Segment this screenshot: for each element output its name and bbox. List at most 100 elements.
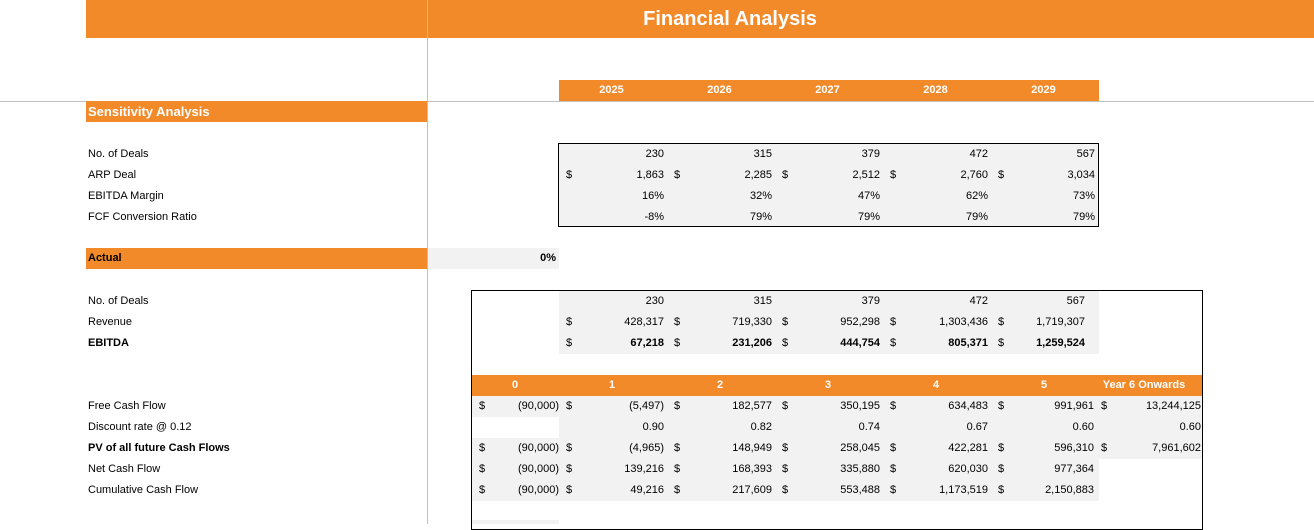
page-title: Financial Analysis	[643, 8, 817, 30]
currency-symbol: $	[674, 337, 681, 349]
sensitivity-value: 379	[861, 148, 880, 160]
cash-value: 0.74	[858, 421, 880, 433]
actual-label: Actual	[88, 252, 122, 264]
sensitivity-value: 472	[969, 148, 988, 160]
cash-value: 977,364	[1054, 463, 1094, 475]
currency-symbol: $	[782, 463, 789, 475]
sensitivity-value: 16%	[641, 190, 664, 202]
currency-symbol: $	[998, 484, 1005, 496]
cash-value: 0.82	[750, 421, 772, 433]
currency-symbol: $	[566, 316, 573, 328]
ops-value: 67,218	[630, 337, 664, 349]
cash-label: Discount rate @ 0.12	[88, 421, 192, 433]
cash-value: 258,045	[840, 442, 880, 454]
year-label: 2027	[815, 84, 840, 96]
sensitivity-value: 62%	[965, 190, 988, 202]
currency-symbol: $	[998, 316, 1005, 328]
actual-bar	[86, 248, 427, 269]
cash-value: 422,281	[948, 442, 988, 454]
actual-value-cell	[428, 248, 559, 269]
ops-value: 719,330	[732, 316, 772, 328]
cash-shade	[472, 396, 1202, 501]
ops-shade	[559, 291, 1099, 354]
year-label: 2025	[599, 84, 624, 96]
sensitivity-value: 79%	[857, 211, 880, 223]
cash-value: (90,000)	[518, 442, 559, 454]
currency-symbol: $	[890, 484, 897, 496]
currency-symbol: $	[998, 463, 1005, 475]
cash-value: 1,173,519	[939, 484, 988, 496]
period-label: Year 6 Onwards	[1102, 379, 1186, 391]
ops-value: 567	[1066, 295, 1085, 307]
cash-value: 217,609	[732, 484, 772, 496]
cash-label: Net Cash Flow	[88, 463, 161, 475]
ops-value: 805,371	[948, 337, 988, 349]
period-label: 2	[716, 379, 724, 391]
cash-value: 0.90	[642, 421, 664, 433]
sensitivity-value: 79%	[965, 211, 988, 223]
currency-symbol: $	[566, 484, 573, 496]
cash-value: 2,150,883	[1045, 484, 1094, 496]
sensitivity-heading-bar	[86, 101, 427, 122]
cash-value: 335,880	[840, 463, 880, 475]
ops-value: 1,259,524	[1036, 337, 1085, 349]
currency-symbol: $	[674, 442, 681, 454]
currency-symbol: $	[674, 169, 681, 181]
cash-value: (90,000)	[518, 463, 559, 475]
currency-symbol: $	[479, 442, 486, 454]
cash-value: 0.60	[1072, 421, 1094, 433]
row-divider	[0, 101, 1314, 102]
currency-symbol: $	[782, 316, 789, 328]
year-header-bar	[559, 80, 1099, 101]
sensitivity-value: -8%	[644, 211, 664, 223]
ops-value: 231,206	[732, 337, 772, 349]
currency-symbol: $	[566, 169, 573, 181]
period-label: 0	[511, 379, 519, 391]
currency-symbol: $	[566, 400, 573, 412]
cash-value: 182,577	[732, 400, 772, 412]
cash-value: (90,000)	[518, 484, 559, 496]
currency-symbol: $	[890, 400, 897, 412]
title-bar	[86, 0, 1314, 38]
ops-value: 1,719,307	[1036, 316, 1085, 328]
cash-value: 7,961,602	[1152, 442, 1201, 454]
cash-blank-a	[472, 417, 559, 438]
cash-value: 0.60	[1179, 421, 1201, 433]
sensitivity-value: 79%	[749, 211, 772, 223]
currency-symbol: $	[890, 169, 897, 181]
currency-symbol: $	[674, 400, 681, 412]
cash-value: (5,497)	[629, 400, 664, 412]
currency-symbol: $	[479, 484, 486, 496]
sensitivity-value: 230	[645, 148, 664, 160]
currency-symbol: $	[998, 442, 1005, 454]
currency-symbol: $	[1101, 442, 1108, 454]
sensitivity-value: 32%	[749, 190, 772, 202]
currency-symbol: $	[890, 337, 897, 349]
cash-label: PV of all future Cash Flows	[88, 442, 230, 454]
cash-value: 0.67	[966, 421, 988, 433]
currency-symbol: $	[566, 463, 573, 475]
sensitivity-label: FCF Conversion Ratio	[88, 211, 197, 223]
ops-label: EBITDA	[88, 337, 129, 349]
ops-value: 230	[645, 295, 664, 307]
ops-value: 472	[969, 295, 988, 307]
cash-value: 139,216	[624, 463, 664, 475]
currency-symbol: $	[479, 400, 486, 412]
currency-symbol: $	[890, 442, 897, 454]
ops-label: No. of Deals	[88, 295, 149, 307]
period-label: 4	[932, 379, 940, 391]
currency-symbol: $	[890, 316, 897, 328]
ops-value: 444,754	[840, 337, 880, 349]
cash-value: 148,949	[732, 442, 772, 454]
year-label: 2028	[923, 84, 948, 96]
sensitivity-value: 3,034	[1067, 169, 1095, 181]
sensitivity-value: 1,863	[636, 169, 664, 181]
currency-symbol: $	[674, 463, 681, 475]
sensitivity-label: No. of Deals	[88, 148, 149, 160]
currency-symbol: $	[479, 463, 486, 475]
cash-value: 350,195	[840, 400, 880, 412]
currency-symbol: $	[566, 442, 573, 454]
cash-value: 991,961	[1054, 400, 1094, 412]
ops-value: 1,303,436	[939, 316, 988, 328]
period-header-bar	[472, 375, 1202, 396]
